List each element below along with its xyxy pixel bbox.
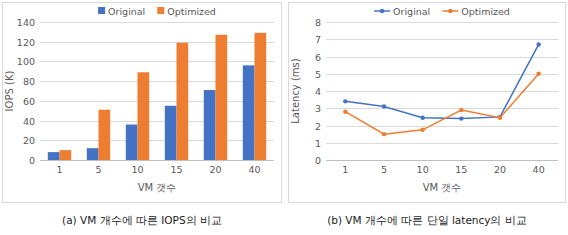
x-tick-label: 5 [381,164,387,175]
bar [126,125,138,160]
bar [60,150,72,160]
plot-marks [343,42,541,136]
x-tick-label: 1 [56,164,62,175]
y-tick-label: 7 [315,34,321,45]
bar [243,65,255,160]
grid-line [40,42,274,43]
grid-line [326,22,558,23]
x-axis-line [326,160,558,161]
y-tick-label: 140 [17,17,35,28]
grid-line [326,160,558,161]
legend-marker [448,9,452,13]
x-tick-label: 10 [417,164,429,175]
grid-line [40,22,274,23]
bar [255,33,267,160]
grid-line [40,140,274,141]
grid-line [326,143,558,144]
x-axis-title: VM 갯수 [423,182,462,193]
y-tick-label: 5 [315,69,321,80]
legend-swatch [157,7,164,14]
y-tick-label: 3 [315,103,321,114]
x-tick-label: 40 [533,164,545,175]
y-tick-label: 100 [17,56,35,67]
line-marker [343,110,347,114]
x-tick-label: 5 [95,164,101,175]
legend-label: Original [393,6,430,17]
bar [48,152,60,160]
chart-frame [289,3,566,203]
x-tick-label: 40 [248,164,260,175]
chart-panel: 0123456781510152040VM 갯수Latency (ms)Orig… [289,3,566,227]
legend-marker [380,9,384,13]
chart-caption: (a) VM 개수에 따른 IOPS의 비교 [62,214,222,226]
bar [165,106,177,160]
x-tick-label: 1 [342,164,348,175]
bar [138,72,150,160]
legend-label: Optimized [167,6,216,17]
y-tick-label: 0 [29,155,35,166]
y-tick-label: 120 [17,37,35,48]
bar [177,43,189,160]
y-tick-label: 1 [315,138,321,149]
legend: Original Optimized [374,6,510,17]
line-marker [343,99,347,103]
grid-line [326,39,558,40]
y-tick-label: 20 [23,135,35,146]
line-marker [420,116,424,120]
grid-line [40,81,274,82]
x-axis-title: VM 갯수 [138,182,177,193]
line-marker [420,128,424,132]
plot-marks [48,33,266,160]
y-tick-label: 8 [315,17,321,28]
chart-panel: 0204060801001201401510152040VM 갯수IOPS (K… [3,3,282,227]
legend-item: Original [374,6,430,17]
legend-item: Optimized [157,6,216,17]
chart-frame [3,3,282,203]
line-marker [536,42,540,46]
y-tick-label: 60 [23,96,35,107]
y-tick-label: 0 [315,155,321,166]
line-marker [498,116,502,120]
bar [99,110,111,160]
legend-label: Original [108,6,145,17]
y-tick-label: 2 [315,121,321,132]
grid-line [326,57,558,58]
y-axis-title: Latency (ms) [290,58,301,124]
bar [204,90,216,160]
y-tick-label: 6 [315,52,321,63]
line-marker [536,72,540,76]
bar [87,148,99,160]
legend-item: Optimized [442,6,510,17]
line-marker [382,132,386,136]
line-series [345,74,538,134]
line-marker [459,108,463,112]
line-marker [382,104,386,108]
bar [216,35,228,160]
legend-item: Original [98,6,145,17]
legend: Original Optimized [98,6,216,17]
grid-line [326,108,558,109]
x-tick-label: 20 [494,164,506,175]
x-tick-label: 15 [170,164,182,175]
grid-line [40,61,274,62]
grid-line [326,126,558,127]
x-tick-label: 10 [131,164,143,175]
grid-line [40,121,274,122]
grid-line [40,160,274,161]
grid-line [40,101,274,102]
legend-swatch [98,7,105,14]
y-axis-title: IOPS (K) [4,71,15,112]
y-tick-label: 4 [315,86,321,97]
line-marker [459,116,463,120]
chart-caption: (b) VM 개수에 따른 단일 latency의 비교 [327,214,527,226]
x-tick-label: 20 [209,164,221,175]
x-tick-label: 15 [455,164,467,175]
x-axis-line [40,160,274,161]
y-tick-label: 80 [23,76,35,87]
figure: 0204060801001201401510152040VM 갯수IOPS (K… [0,0,568,235]
legend-label: Optimized [461,6,510,17]
y-tick-label: 40 [23,116,35,127]
